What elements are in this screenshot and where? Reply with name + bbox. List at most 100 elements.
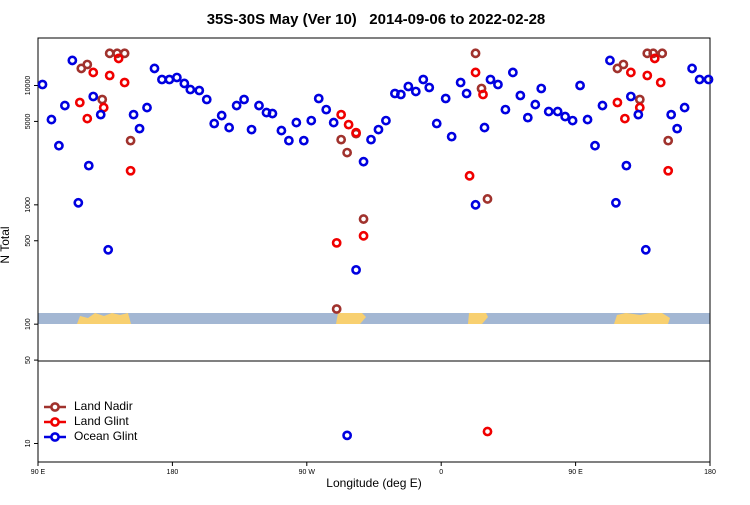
point — [306, 115, 317, 126]
point — [142, 102, 152, 113]
point — [73, 197, 84, 208]
point — [343, 119, 354, 130]
point — [478, 89, 488, 100]
point — [336, 109, 347, 120]
point — [179, 78, 190, 89]
point — [224, 122, 235, 133]
point — [403, 81, 414, 92]
point — [358, 230, 369, 241]
point — [67, 55, 78, 66]
point — [567, 115, 578, 126]
x-tick-label: 90 E — [568, 469, 583, 476]
y-tick-label: 10000 — [25, 76, 32, 96]
point — [342, 147, 353, 158]
point — [381, 115, 391, 126]
point — [633, 109, 644, 120]
point — [185, 84, 196, 95]
land-shape — [77, 313, 131, 324]
point — [655, 77, 666, 88]
point — [328, 117, 339, 128]
point — [455, 77, 466, 88]
point — [618, 59, 629, 70]
point — [351, 264, 361, 275]
point — [194, 85, 205, 96]
point — [209, 118, 220, 129]
point — [128, 109, 139, 120]
point — [149, 63, 160, 74]
point — [313, 93, 324, 104]
point — [619, 113, 630, 124]
x-tick-label: 180 — [167, 469, 179, 476]
legend-swatch — [50, 432, 60, 442]
point — [440, 93, 451, 104]
point — [552, 106, 563, 117]
map-strip — [38, 313, 710, 324]
point — [625, 67, 636, 78]
x-tick-label: 0 — [439, 469, 443, 476]
point — [321, 104, 332, 115]
x-tick-label: 90 E — [31, 469, 46, 476]
legend-label: Land Glint — [74, 414, 129, 428]
y-tick-label: 500 — [25, 235, 32, 247]
point — [470, 67, 481, 78]
point — [672, 123, 683, 134]
point — [113, 53, 124, 64]
point — [336, 134, 347, 145]
point — [201, 94, 212, 105]
point — [625, 91, 636, 102]
point — [470, 48, 481, 59]
point — [543, 106, 554, 117]
chart-title: 35S-30S May (Ver 10) 2014-09-06 to 2022-… — [207, 11, 546, 28]
point — [351, 127, 361, 138]
point — [687, 63, 697, 74]
y-tick-label: 1000 — [25, 197, 32, 213]
point — [246, 124, 257, 135]
point — [590, 140, 600, 151]
point — [358, 156, 369, 167]
point — [95, 109, 106, 120]
point — [283, 135, 294, 146]
point — [657, 48, 668, 59]
point — [611, 197, 621, 208]
point — [663, 165, 674, 176]
legend-label: Land Nadir — [74, 399, 133, 413]
point — [666, 109, 677, 120]
point — [125, 165, 136, 176]
point — [103, 244, 114, 255]
point — [125, 135, 136, 146]
point — [663, 135, 674, 146]
point — [298, 135, 309, 146]
point — [239, 94, 249, 105]
point — [171, 72, 182, 83]
point — [649, 53, 660, 64]
x-axis-label: Longitude (deg E) — [326, 476, 421, 490]
point — [254, 100, 264, 111]
x-tick-label: 90 W — [299, 469, 316, 476]
point — [395, 89, 406, 100]
point — [560, 111, 571, 122]
point — [582, 114, 593, 125]
point — [515, 90, 526, 101]
legend-swatch — [50, 417, 60, 427]
point — [231, 100, 242, 111]
land-shape — [468, 313, 488, 324]
point — [418, 74, 429, 85]
point — [276, 125, 287, 136]
land-shape — [614, 313, 670, 324]
point — [507, 67, 518, 78]
y-axis-label: N Total — [0, 226, 12, 263]
point — [461, 88, 472, 99]
point — [482, 194, 493, 204]
point — [46, 114, 57, 125]
y-tick-label: 5000 — [25, 114, 32, 130]
point — [464, 170, 475, 181]
point — [642, 70, 653, 81]
point — [470, 199, 481, 210]
point — [485, 74, 496, 85]
point — [482, 426, 493, 437]
point — [410, 86, 421, 97]
x-tick-label: 180 — [704, 469, 716, 476]
y-tick-label: 100 — [25, 318, 32, 330]
